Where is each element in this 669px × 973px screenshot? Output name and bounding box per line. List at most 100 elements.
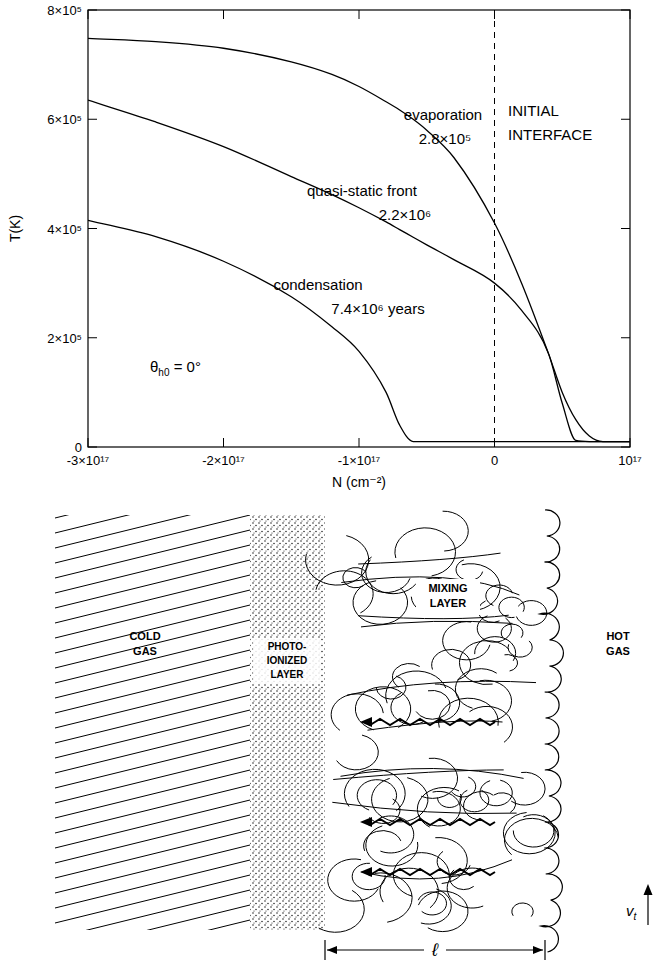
swirl xyxy=(460,790,489,812)
swirl xyxy=(316,571,373,613)
hatch-line xyxy=(55,905,250,930)
swirl xyxy=(452,777,476,797)
hatch-line xyxy=(55,515,250,548)
mixing-boundary xyxy=(539,510,563,952)
swirl xyxy=(459,641,508,685)
swirl xyxy=(393,853,449,897)
y-tick xyxy=(88,119,97,120)
region-label-line: HOT xyxy=(606,630,630,642)
x-tick xyxy=(223,10,224,19)
initial-interface-line xyxy=(494,10,495,447)
plot-frame xyxy=(88,10,630,447)
hatch-line xyxy=(55,695,250,743)
swirl xyxy=(355,687,410,730)
theta-subscript: h0 xyxy=(158,367,170,378)
hatch-line xyxy=(55,650,250,698)
marks xyxy=(88,10,630,447)
swirl xyxy=(366,826,418,866)
region-label-line: IONIZED xyxy=(267,655,308,666)
region-label: COLDGAS xyxy=(129,630,160,657)
x-tick xyxy=(359,438,360,447)
y-tick-label: 2×10⁵ xyxy=(47,331,82,346)
arrowhead xyxy=(533,946,543,954)
hatch-line xyxy=(55,830,250,878)
bracket-line xyxy=(446,949,543,950)
curve xyxy=(88,100,630,441)
hatch-line xyxy=(55,770,250,818)
x-tick xyxy=(88,438,89,447)
curve-label: condensation xyxy=(273,276,362,293)
streak xyxy=(361,621,513,627)
swirl xyxy=(416,690,450,719)
label-patch xyxy=(416,579,480,615)
y-tick-label: 0 xyxy=(75,440,82,455)
swirl xyxy=(418,892,446,915)
hatch-line xyxy=(55,620,250,668)
velocity-arrow xyxy=(647,892,648,925)
swirl xyxy=(319,890,365,932)
x-tick xyxy=(223,438,224,447)
hatch-line xyxy=(55,740,250,788)
region-label: PHOTO-IONIZEDLAYER xyxy=(267,641,308,680)
swirl xyxy=(455,669,496,708)
x-tick xyxy=(630,10,631,19)
region-label: HOT GAS xyxy=(606,630,630,657)
hatch-line xyxy=(55,545,250,593)
y-tick-label: 4×10⁵ xyxy=(47,222,82,237)
chart: -3×10¹⁷-2×10¹⁷-1×10¹⁷010¹⁷02×10⁵4×10⁵6×1… xyxy=(7,3,642,490)
curve-label: evaporation xyxy=(404,106,482,123)
hatch-line xyxy=(55,665,250,713)
swirl xyxy=(480,680,512,721)
x-tick-label: -3×10¹⁷ xyxy=(67,453,110,468)
hatch-line xyxy=(55,575,250,623)
swirl xyxy=(486,585,513,606)
figure: -3×10¹⁷-2×10¹⁷-1×10¹⁷010¹⁷02×10⁵4×10⁵6×1… xyxy=(0,0,669,973)
y-tick xyxy=(88,337,97,338)
region-label-line: LAYER xyxy=(430,597,466,609)
swirl xyxy=(432,649,471,679)
swirl xyxy=(512,903,533,917)
swirl xyxy=(501,624,523,638)
annotation: 2.8×10⁵ xyxy=(419,130,472,147)
region-label-line: GAS xyxy=(606,645,630,657)
swirl xyxy=(480,780,512,806)
annotation: 7.4×10⁶ years xyxy=(331,300,424,317)
swirl xyxy=(306,536,369,586)
annotation: 2.2×10⁶ xyxy=(379,206,431,223)
arrowhead xyxy=(360,717,372,727)
swirl xyxy=(331,694,383,730)
streak xyxy=(347,681,536,695)
bracket-line xyxy=(327,949,424,950)
bracket-end xyxy=(544,940,545,960)
y-axis-title: T(K) xyxy=(7,215,23,242)
swirl xyxy=(477,616,511,642)
swirl xyxy=(369,799,400,823)
region-label-line: GAS xyxy=(133,645,157,657)
hatch-line xyxy=(55,785,250,833)
velocity-subscript: t xyxy=(634,911,638,922)
x-tick xyxy=(359,10,360,19)
swirl xyxy=(392,663,419,687)
diagram: COLDGASPHOTO-IONIZEDLAYERMIXINGLAYERHOTG… xyxy=(55,425,653,973)
swirl xyxy=(499,597,524,617)
hatch-line xyxy=(55,755,250,803)
region-label-line: PHOTO- xyxy=(268,641,307,652)
theta-label: θh0 = 0° xyxy=(150,358,201,378)
y-tick xyxy=(88,228,97,229)
streak xyxy=(332,802,516,813)
swirl xyxy=(513,815,554,847)
swirl xyxy=(421,889,451,924)
y-tick-label: 8×10⁵ xyxy=(47,3,82,18)
label-patch xyxy=(253,638,321,684)
x-axis-title: N (cm⁻²) xyxy=(332,474,386,490)
curve-label: quasi-static front xyxy=(307,182,418,199)
x-tick-label: 10¹⁷ xyxy=(618,453,642,468)
arrowhead xyxy=(644,884,653,895)
y-tick-label: 6×10⁵ xyxy=(47,112,82,127)
annotation-line: INITIAL xyxy=(508,102,559,119)
x-tick-label: 0 xyxy=(491,453,498,468)
swirl xyxy=(505,655,518,671)
swirl xyxy=(418,891,468,932)
hatch-line xyxy=(55,920,250,930)
y-tick xyxy=(88,447,97,448)
